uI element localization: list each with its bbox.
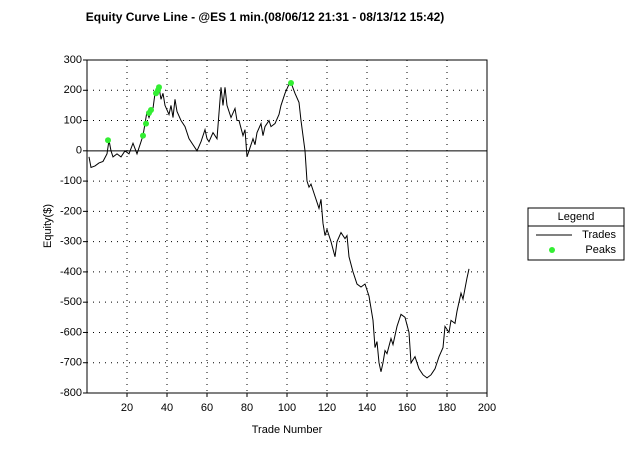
x-tick-label: 80 <box>241 402 253 414</box>
y-tick-label: 100 <box>64 114 82 126</box>
y-tick-label: 0 <box>76 145 82 157</box>
y-tick-label: -800 <box>60 387 82 399</box>
plot-frame <box>86 59 488 394</box>
y-tick-label: -400 <box>60 266 82 278</box>
x-tick-label: 100 <box>278 402 296 414</box>
x-tick-label: 120 <box>318 402 336 414</box>
legend-swatch <box>549 247 555 253</box>
legend-label: Peaks <box>585 244 616 256</box>
y-tick-label: 300 <box>64 54 82 66</box>
y-tick-label: -100 <box>60 175 82 187</box>
x-tick-label: 200 <box>478 402 496 414</box>
x-tick-label: 180 <box>438 402 456 414</box>
legend-title: Legend <box>558 211 595 223</box>
y-axis-label: Equity($) <box>42 204 54 248</box>
peak-point <box>143 120 149 127</box>
peak-point <box>156 84 162 91</box>
peak-point <box>288 80 294 87</box>
y-tick-label: -300 <box>60 236 82 248</box>
y-tick-label: 200 <box>64 84 82 96</box>
legend-label: Trades <box>582 229 616 241</box>
x-tick-label: 160 <box>398 402 416 414</box>
peak-point <box>140 132 146 139</box>
x-tick-label: 140 <box>358 402 376 414</box>
x-axis-label: Trade Number <box>252 424 323 436</box>
x-tick-label: 20 <box>121 402 133 414</box>
x-tick-label: 40 <box>161 402 173 414</box>
y-tick-label: -500 <box>60 296 82 308</box>
chart-title: Equity Curve Line - @ES 1 min.(08/06/12 … <box>86 10 445 24</box>
peak-point <box>148 106 154 113</box>
legend-box <box>527 207 625 261</box>
peak-point <box>105 137 111 144</box>
y-tick-label: -700 <box>60 357 82 369</box>
equity-line <box>88 81 470 379</box>
x-tick-label: 60 <box>201 402 213 414</box>
y-tick-label: -600 <box>60 326 82 338</box>
y-tick-label: -200 <box>60 205 82 217</box>
